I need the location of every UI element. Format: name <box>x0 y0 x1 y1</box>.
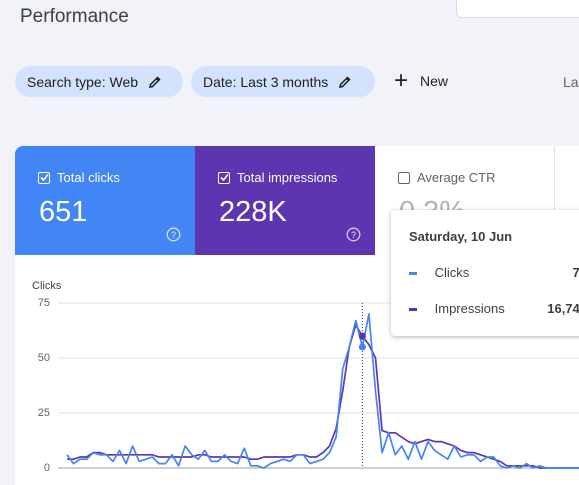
series-swatch-clicks <box>409 272 417 276</box>
y-tick-label: 75 <box>37 297 50 309</box>
checkbox-checked-icon[interactable] <box>38 171 50 184</box>
edit-pencil-icon <box>339 75 351 88</box>
chart-tooltip: Saturday, 10 Jun Clicks 70 Impressions 1… <box>391 210 579 336</box>
series-swatch-impressions <box>409 308 417 312</box>
tooltip-row-value: 16,745 <box>547 301 579 316</box>
help-icon[interactable]: ? <box>346 227 361 242</box>
y-tick-label: 0 <box>43 462 50 474</box>
y-tick-label: 50 <box>37 352 50 364</box>
date-filter-chip[interactable]: Date: Last 3 months <box>191 66 375 97</box>
date-filter-label: Date: Last 3 months <box>203 73 329 90</box>
new-filter-button[interactable]: + New <box>394 67 449 94</box>
total-impressions-label: Total impressions <box>237 170 338 185</box>
last-updated-text: La <box>563 74 579 90</box>
tooltip-row-impressions: Impressions 16,745 <box>409 301 579 316</box>
plus-icon: + <box>394 67 409 94</box>
total-clicks-label: Total clicks <box>57 170 120 185</box>
search-type-filter-label: Search type: Web <box>27 73 139 90</box>
help-icon[interactable]: ? <box>166 227 181 242</box>
tooltip-row-clicks: Clicks 70 <box>409 265 579 280</box>
svg-text:?: ? <box>171 230 176 240</box>
series-line-impressions <box>67 324 579 469</box>
svg-text:?: ? <box>351 230 356 240</box>
total-impressions-card[interactable]: Total impressions 228K ? <box>195 146 375 255</box>
page-title: Performance <box>20 6 129 27</box>
tooltip-row-value: 70 <box>572 265 579 280</box>
checkbox-checked-icon[interactable] <box>218 171 230 184</box>
search-type-filter-chip[interactable]: Search type: Web <box>15 66 183 97</box>
total-impressions-value: 228K <box>219 196 287 228</box>
top-menu-panel <box>456 0 579 18</box>
average-ctr-label: Average CTR <box>417 170 496 185</box>
hover-point-clicks <box>358 343 366 351</box>
tooltip-date: Saturday, 10 Jun <box>409 229 513 244</box>
hover-point-impressions <box>358 332 366 340</box>
series-line-clicks <box>66 313 579 469</box>
y-tick-label: 25 <box>37 407 50 419</box>
total-clicks-card[interactable]: Total clicks 651 ? <box>15 146 195 255</box>
checkbox-unchecked-icon[interactable] <box>398 171 410 184</box>
tooltip-row-label: Impressions <box>434 301 505 316</box>
tooltip-row-label: Clicks <box>434 265 470 280</box>
total-clicks-value: 651 <box>39 196 88 228</box>
chart-y-axis-label: Clicks <box>32 280 62 292</box>
edit-pencil-icon <box>149 75 161 88</box>
new-filter-label: New <box>420 73 449 89</box>
